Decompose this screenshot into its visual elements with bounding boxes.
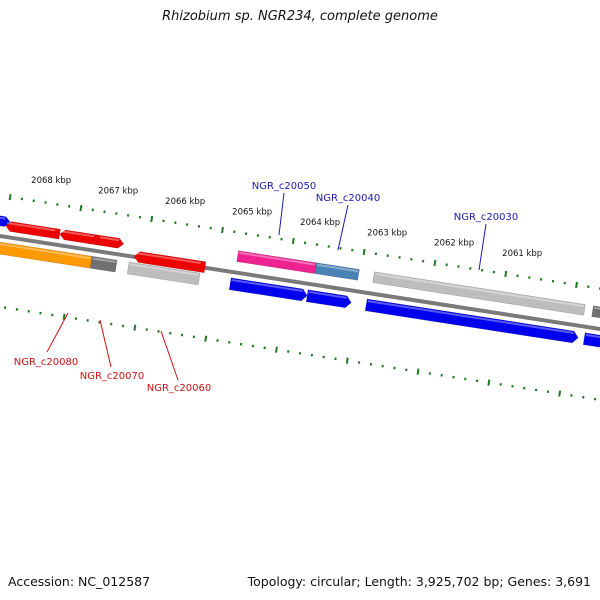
gene-NGR-c20040: [314, 262, 360, 281]
ruler-tick-label: 2068 kbp: [31, 176, 71, 186]
gene-label-bottom: NGR_c20060: [147, 383, 212, 394]
ruler-tick-upper: [504, 270, 508, 278]
ruler-tick-label: 2065 kbp: [232, 207, 272, 217]
accession-text: Accession: NC_012587: [8, 574, 151, 589]
callout-line: [99, 319, 112, 368]
backbone-line: [0, 233, 600, 332]
callout-line: [46, 312, 69, 353]
ruler-tick-label: 2066 kbp: [165, 197, 205, 207]
gene-NGR-c20080-upper-shine: [7, 222, 56, 232]
callout-line: [160, 330, 179, 381]
ruler-tick-label: 2064 kbp: [300, 218, 340, 228]
ruler-tick-upper: [433, 259, 437, 267]
ruler-tick-upper: [150, 215, 154, 223]
gene-label-top: NGR_c20050: [252, 181, 317, 192]
gene-label-bottom: NGR_c20080: [14, 357, 79, 368]
gene-NGR-c20070-upper-shine: [61, 230, 95, 238]
ruler-tick-lower: [275, 346, 278, 353]
ruler-tick-lower: [62, 313, 66, 320]
gene-red-lower: [133, 251, 207, 273]
gene-edge-grey-shine: [593, 306, 600, 310]
ruler-tick-lower: [487, 379, 491, 386]
gene-NGR-c20030: [364, 298, 579, 344]
gene-edge-blue-2: [582, 332, 600, 348]
gene-NGR-c20060-upper: [97, 234, 125, 249]
gene-blue-1: [228, 277, 308, 302]
gene-label-top: NGR_c20030: [454, 212, 519, 223]
gene-edge-grey: [591, 305, 600, 319]
gene-NGR-c20070-upper: [59, 229, 100, 246]
gene-red-lower-shine: [135, 252, 201, 264]
callout-line: [278, 192, 285, 236]
ruler-tick-upper: [575, 281, 578, 289]
gene-grey-dark-shine: [92, 257, 116, 263]
callout-line: [478, 223, 487, 271]
gene-NGR-c20040-shine: [316, 263, 359, 273]
gene-NGR-c20060-upper-shine: [100, 236, 120, 242]
gene-NGR-c20030-shine: [367, 300, 574, 334]
gene-label-top: NGR_c20040: [316, 193, 381, 204]
gene-NGR-c20030-shadow: [372, 271, 586, 316]
gene-NGR-c20080-upper: [5, 221, 61, 240]
gene-edge-blue-shine: [0, 216, 6, 220]
ruler-tick-upper: [291, 237, 295, 245]
gene-grey-light: [126, 261, 201, 286]
genome-summary-text: Topology: circular; Length: 3,925,702 bp…: [247, 574, 591, 589]
ruler-tick-label: 2063 kbp: [367, 228, 407, 238]
ruler-tick-label: 2061 kbp: [502, 249, 542, 259]
ruler-tick-upper: [8, 193, 12, 201]
gene-blue-2-shine: [308, 291, 347, 299]
gene-grey-light-shine: [129, 263, 199, 276]
page-title: Rhizobium sp. NGR234, complete genome: [162, 9, 438, 24]
gene-blue-1-shine: [231, 279, 303, 292]
gene-label-bottom: NGR_c20070: [80, 371, 145, 382]
ruler-tick-upper: [79, 204, 83, 212]
ruler-tick-upper: [362, 248, 366, 256]
ruler-tick-lower: [133, 324, 137, 331]
callout-line: [337, 204, 349, 251]
ruler-tick-label: 2067 kbp: [98, 187, 138, 197]
ruler-tick-upper: [221, 226, 224, 234]
gene-edge-blue-2-shine: [585, 333, 600, 339]
gene-grey-dark: [89, 256, 118, 273]
gene-NGR-c20050-shine: [238, 251, 316, 266]
ruler-tick-lower: [558, 390, 562, 397]
ruler-tick-lower: [204, 335, 208, 342]
gene-blue-2: [305, 289, 352, 308]
ruler-tick-lower: [416, 368, 420, 375]
gene-orange-shine: [0, 243, 91, 260]
ruler-tick-label: 2062 kbp: [434, 239, 474, 249]
gene-NGR-c20030-shadow-shine: [374, 272, 585, 308]
ruler-tick-lower: [345, 357, 349, 364]
